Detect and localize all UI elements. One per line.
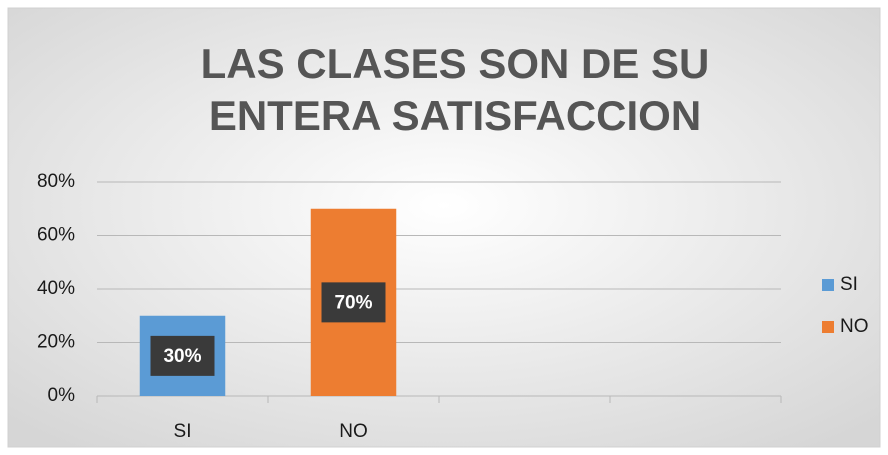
legend-swatch — [822, 279, 834, 291]
legend-label: SI — [840, 274, 858, 295]
y-tick-label: 20% — [37, 332, 75, 353]
data-label-box — [150, 335, 215, 376]
data-label-box — [321, 282, 386, 323]
legend-swatch — [822, 321, 834, 333]
data-label: 70% — [334, 292, 372, 313]
chart-title: LAS CLASES SON DE SU ENTERA SATISFACCION — [200, 40, 710, 139]
y-tick-label: 40% — [37, 278, 75, 299]
y-tick-label: 0% — [48, 385, 76, 406]
y-tick-label: 60% — [37, 225, 75, 246]
x-tick-label: NO — [339, 421, 368, 442]
y-tick-label: 80% — [37, 171, 75, 192]
legend-label: NO — [840, 316, 869, 337]
x-tick-label: SI — [174, 421, 192, 442]
data-label: 30% — [163, 346, 201, 367]
